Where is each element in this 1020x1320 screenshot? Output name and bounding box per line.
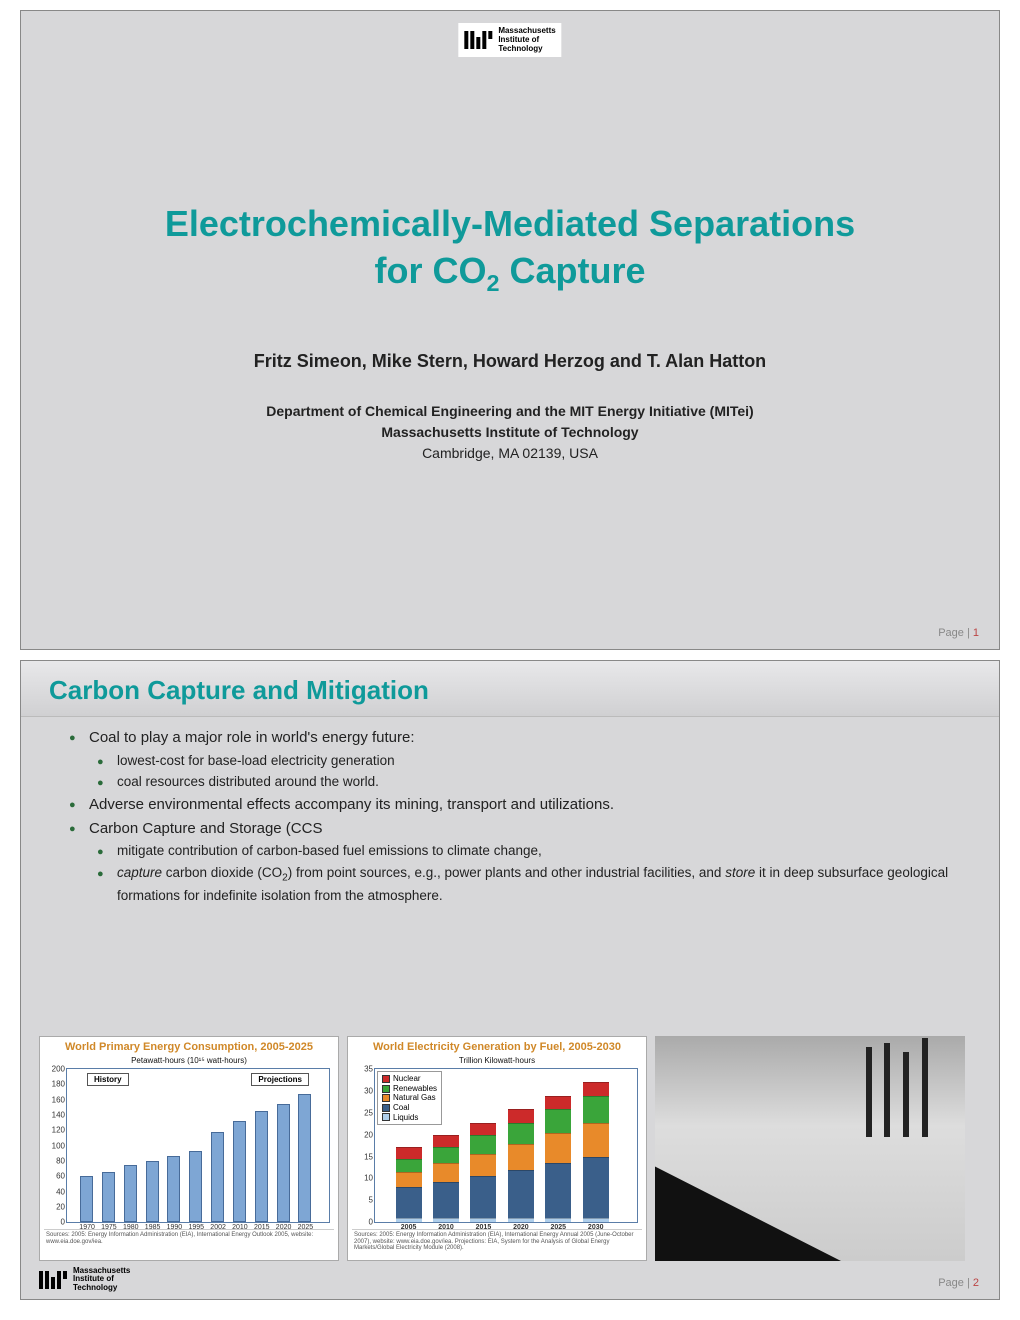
mit-logo-text: MassachusettsInstitute ofTechnology <box>73 1267 130 1293</box>
slide-2: Carbon Capture and Mitigation Coal to pl… <box>20 660 1000 1300</box>
dept-line2: Massachusetts Institute of Technology <box>21 422 999 443</box>
main-title: Electrochemically-Mediated Separations f… <box>21 201 999 298</box>
chart1-title: World Primary Energy Consumption, 2005-2… <box>44 1041 334 1054</box>
page-number: Page | 1 <box>938 627 979 639</box>
dept-line3: Cambridge, MA 02139, USA <box>21 443 999 464</box>
chart2-stacked-bar <box>508 1109 534 1222</box>
chart2-source: Sources: 2005: Energy Information Admini… <box>352 1229 642 1254</box>
bullet-3: Carbon Capture and Storage (CCS <box>69 818 969 840</box>
title-line2-pre: for CO <box>374 250 486 291</box>
chart2-stacked-bar <box>470 1123 496 1223</box>
history-label: History <box>87 1073 129 1086</box>
chart1-bar <box>277 1104 290 1223</box>
title-block: Electrochemically-Mediated Separations f… <box>21 201 999 298</box>
chart1-bar <box>255 1111 268 1222</box>
chart2-legend: NuclearRenewablesNatural GasCoalLiquids <box>377 1071 442 1125</box>
charts-row: World Primary Energy Consumption, 2005-2… <box>39 1036 981 1261</box>
chart1-bar <box>211 1132 224 1222</box>
dept-line1: Department of Chemical Engineering and t… <box>21 401 999 422</box>
projections-label: Projections <box>251 1073 309 1086</box>
legend-item: Coal <box>382 1103 437 1113</box>
chart2-stacked-bar <box>545 1096 571 1222</box>
mit-logo-text: MassachusettsInstitute ofTechnology <box>498 27 555 53</box>
authors: Fritz Simeon, Mike Stern, Howard Herzog … <box>21 351 999 372</box>
legend-item: Renewables <box>382 1084 437 1094</box>
slide2-title: Carbon Capture and Mitigation <box>45 673 433 708</box>
chart-electricity-generation: World Electricity Generation by Fuel, 20… <box>347 1036 647 1261</box>
chart2-stacked-bar <box>583 1082 609 1222</box>
chart1-bar <box>146 1161 159 1222</box>
slide2-header: Carbon Capture and Mitigation <box>21 661 999 717</box>
legend-item: Natural Gas <box>382 1093 437 1103</box>
bullet-1: Coal to play a major role in world's ene… <box>69 727 969 749</box>
legend-item: Liquids <box>382 1113 437 1123</box>
mit-bars-icon <box>464 31 492 49</box>
title-sub: 2 <box>486 270 499 296</box>
chart2-title: World Electricity Generation by Fuel, 20… <box>352 1041 642 1054</box>
smokestack-2 <box>884 1043 890 1138</box>
chart1-subtitle: Petawatt-hours (10¹⁵ watt-hours) <box>44 1056 334 1065</box>
title-line1: Electrochemically-Mediated Separations <box>165 203 855 244</box>
chart1-bar <box>298 1094 311 1223</box>
bullet-2: Adverse environmental effects accompany … <box>69 794 969 816</box>
chart2-subtitle: Trillion Kilowatt-hours <box>352 1056 642 1065</box>
bullet-3b: capture carbon dioxide (CO2) from point … <box>97 863 969 906</box>
chart2-stacked-bar <box>433 1135 459 1222</box>
bullet-1a: lowest-cost for base-load electricity ge… <box>97 751 969 771</box>
slide2-body: Coal to play a major role in world's ene… <box>21 717 999 906</box>
page-number: Page | 2 <box>938 1277 979 1289</box>
slide-1: MassachusettsInstitute ofTechnology Elec… <box>20 10 1000 650</box>
chart-energy-consumption: World Primary Energy Consumption, 2005-2… <box>39 1036 339 1261</box>
chart1-bar <box>167 1156 180 1222</box>
chart1-bar <box>80 1176 93 1222</box>
legend-item: Nuclear <box>382 1074 437 1084</box>
chart1-bar <box>124 1165 137 1222</box>
coal-plant-photo: http://www.tobacco-facts.net/2009/12/coa… <box>655 1036 965 1261</box>
chart1-plot: History Projections 02040608010012014016… <box>66 1068 330 1223</box>
smokestack-3 <box>903 1052 909 1138</box>
chart1-bar <box>189 1151 202 1222</box>
smokestack-4 <box>922 1038 928 1137</box>
mit-logo: MassachusettsInstitute ofTechnology <box>458 23 561 57</box>
mit-logo-footer: MassachusettsInstitute ofTechnology <box>39 1267 130 1293</box>
department-block: Department of Chemical Engineering and t… <box>21 401 999 464</box>
chart2-stacked-bar <box>396 1147 422 1222</box>
chart1-bar <box>102 1172 115 1222</box>
chart1-bar <box>233 1121 246 1222</box>
bullet-3a: mitigate contribution of carbon-based fu… <box>97 841 969 861</box>
bullet-1b: coal resources distributed around the wo… <box>97 772 969 792</box>
chart1-source: Sources: 2005: Energy Information Admini… <box>44 1229 334 1247</box>
chart2-plot: NuclearRenewablesNatural GasCoalLiquids … <box>374 1068 638 1223</box>
smokestack-1 <box>866 1047 872 1137</box>
title-line2-post: Capture <box>499 250 645 291</box>
mit-bars-icon <box>39 1271 67 1289</box>
